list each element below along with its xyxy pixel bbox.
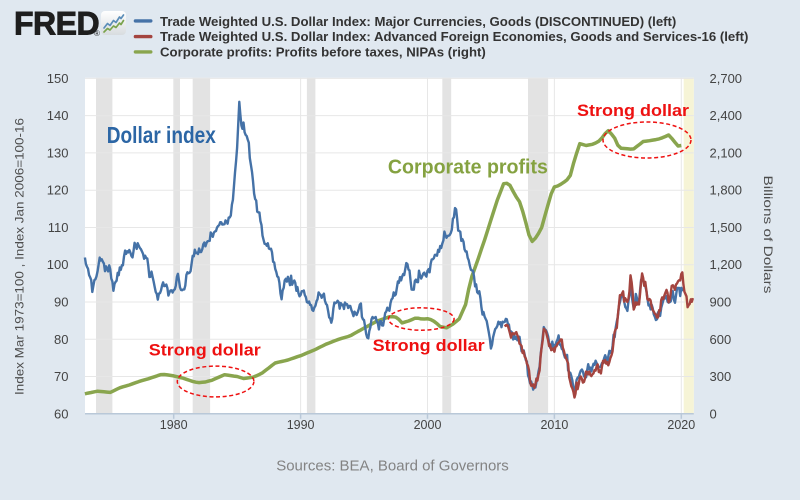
svg-text:600: 600 — [710, 332, 732, 347]
svg-text:Strong dollar: Strong dollar — [149, 340, 261, 359]
svg-text:Billions of Dollars: Billions of Dollars — [761, 176, 775, 294]
svg-text:FRED: FRED — [14, 6, 99, 42]
svg-text:Corporate profits: Corporate profits — [388, 156, 548, 179]
svg-text:Trade Weighted U.S. Dollar Ind: Trade Weighted U.S. Dollar Index: Major … — [160, 14, 676, 29]
svg-text:1990: 1990 — [287, 418, 315, 432]
svg-text:110: 110 — [48, 220, 69, 235]
svg-text:0: 0 — [710, 406, 717, 421]
svg-text:Sources: BEA, Board of Governo: Sources: BEA, Board of Governors — [276, 458, 509, 475]
svg-text:150: 150 — [47, 71, 69, 86]
svg-text:140: 140 — [47, 108, 69, 123]
svg-text:2,100: 2,100 — [710, 145, 743, 160]
svg-text:2,700: 2,700 — [710, 71, 743, 86]
svg-text:1,200: 1,200 — [710, 257, 743, 272]
svg-text:130: 130 — [47, 145, 69, 160]
svg-text:70: 70 — [54, 369, 68, 384]
svg-text:60: 60 — [54, 406, 68, 421]
svg-text:90: 90 — [54, 295, 68, 310]
svg-text:900: 900 — [710, 295, 732, 310]
svg-text:1980: 1980 — [160, 418, 188, 432]
svg-text:Strong dollar: Strong dollar — [577, 101, 689, 120]
svg-text:1,800: 1,800 — [710, 183, 743, 198]
svg-text:2010: 2010 — [540, 418, 568, 432]
svg-text:80: 80 — [54, 332, 68, 347]
svg-text:1,500: 1,500 — [710, 220, 743, 235]
svg-text:Strong dollar: Strong dollar — [373, 336, 485, 355]
svg-text:Trade Weighted U.S. Dollar Ind: Trade Weighted U.S. Dollar Index: Advanc… — [160, 29, 748, 44]
svg-text:Corporate profits: Profits bef: Corporate profits: Profits before taxes,… — [160, 44, 486, 59]
svg-text:®: ® — [94, 29, 100, 38]
svg-text:2020: 2020 — [667, 418, 695, 432]
svg-text:Dollar index: Dollar index — [107, 122, 216, 148]
svg-text:Index Mar 1973=100 , Index Jan: Index Mar 1973=100 , Index Jan 2006=100-… — [13, 118, 27, 395]
svg-text:2000: 2000 — [414, 418, 442, 432]
svg-text:120: 120 — [47, 183, 69, 198]
svg-text:100: 100 — [47, 257, 69, 272]
svg-text:300: 300 — [710, 369, 732, 384]
svg-text:2,400: 2,400 — [710, 108, 743, 123]
